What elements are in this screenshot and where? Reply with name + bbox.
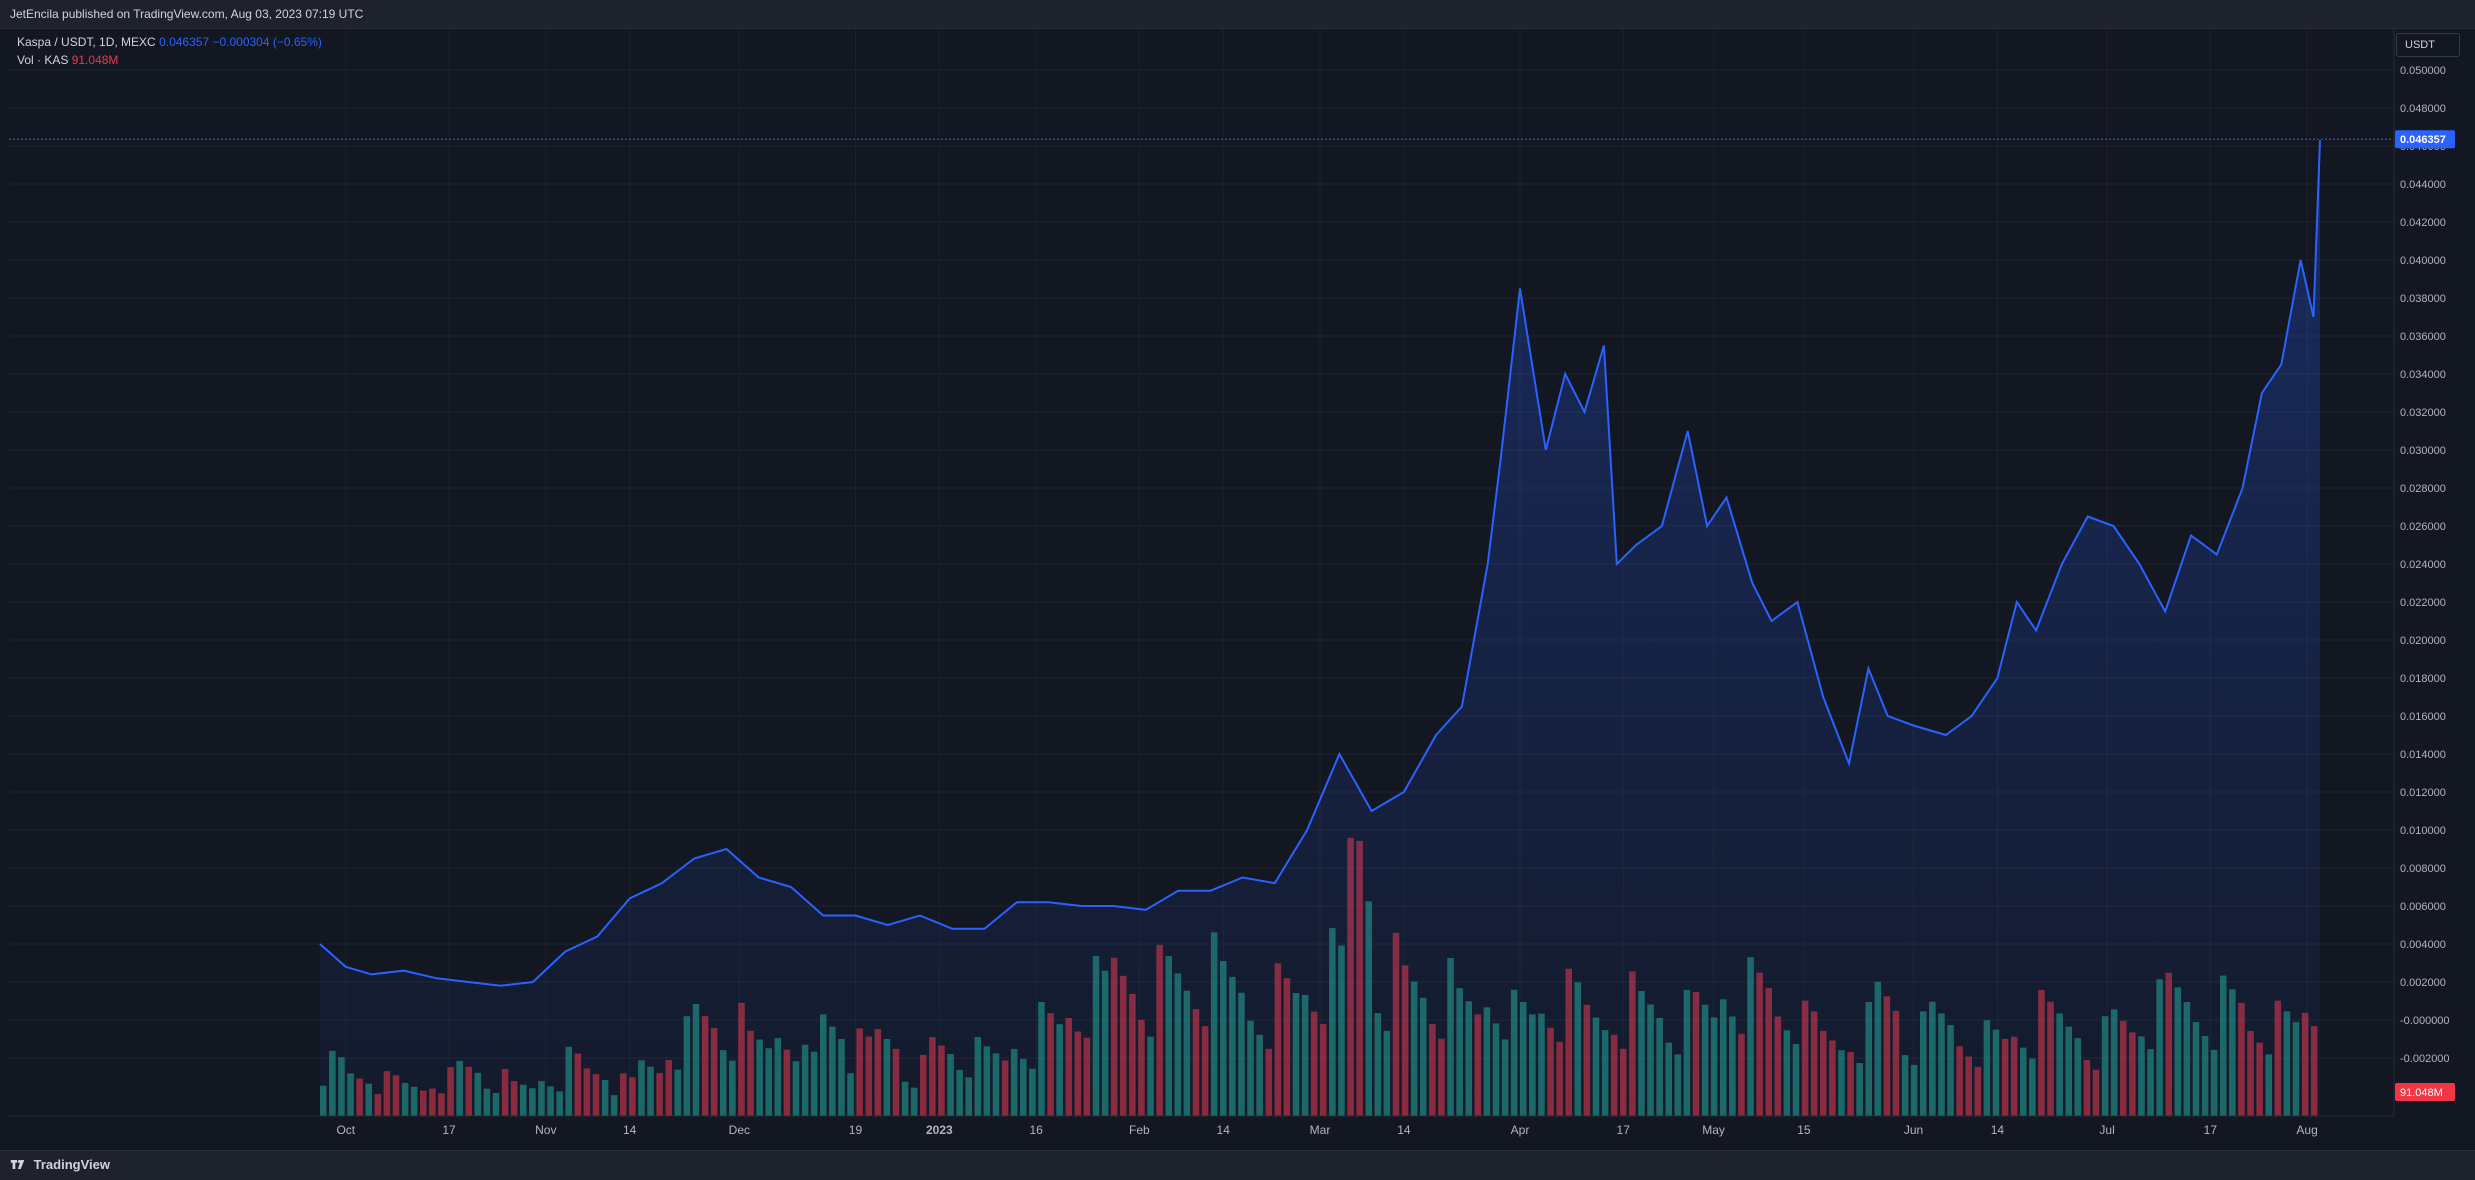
y-tick-label: 0.030000 (2400, 445, 2446, 457)
y-tick-label: 0.028000 (2400, 483, 2446, 495)
y-tick-label: 0.040000 (2400, 255, 2446, 267)
x-tick-label: Dec (729, 1123, 750, 1137)
y-tick-label: 0.006000 (2400, 901, 2446, 913)
x-tick-label: 17 (442, 1123, 456, 1137)
y-tick-label: 0.010000 (2400, 825, 2446, 837)
y-tick-label: 0.012000 (2400, 787, 2446, 799)
last-price: 0.046357 (159, 35, 210, 49)
y-tick-label: 0.018000 (2400, 673, 2446, 685)
price-area-fill (320, 140, 2320, 1117)
y-tick-label: 0.042000 (2400, 217, 2446, 229)
last-price-badge-text: 0.046357 (2400, 134, 2446, 146)
x-tick-label: 19 (849, 1123, 863, 1137)
symbol-name[interactable]: Kaspa / USDT, 1D, MEXC (17, 35, 156, 49)
y-tick-label: 0.004000 (2400, 939, 2446, 951)
x-tick-label: 14 (1991, 1123, 2005, 1137)
y-tick-label: 0.016000 (2400, 711, 2446, 723)
y-tick-label: 0.008000 (2400, 863, 2446, 875)
volume-badge (2395, 1083, 2455, 1101)
brand-text: TradingView (33, 1157, 110, 1172)
volume-label: Vol · KAS (17, 53, 69, 67)
x-tick-label: Oct (336, 1123, 355, 1137)
y-tick-label: 0.014000 (2400, 749, 2446, 761)
y-tick-label: 0.050000 (2400, 65, 2446, 77)
x-tick-label: Aug (2296, 1123, 2317, 1137)
volume-row[interactable]: Vol · KAS 91.048M (17, 51, 322, 69)
y-tick-label: 0.022000 (2400, 597, 2446, 609)
y-tick-label: 0.020000 (2400, 635, 2446, 647)
volume-badge-text: 91.048M (2400, 1087, 2443, 1099)
x-tick-label: Jul (2099, 1123, 2114, 1137)
x-tick-label: Nov (535, 1123, 556, 1137)
x-tick-label: 14 (623, 1123, 637, 1137)
x-tick-label: 14 (1397, 1123, 1411, 1137)
x-tick-label: 17 (1617, 1123, 1631, 1137)
y-tick-label: 0.044000 (2400, 179, 2446, 191)
y-tick-label: -0.000000 (2400, 1015, 2450, 1027)
chart-legend: Kaspa / USDT, 1D, MEXC 0.046357 −0.00030… (17, 33, 322, 69)
y-tick-label: 0.026000 (2400, 521, 2446, 533)
x-tick-label: 2023 (926, 1123, 953, 1137)
symbol-row[interactable]: Kaspa / USDT, 1D, MEXC 0.046357 −0.00030… (17, 33, 322, 51)
y-tick-label: 0.034000 (2400, 369, 2446, 381)
x-tick-label: Feb (1129, 1123, 1150, 1137)
x-tick-label: May (1702, 1123, 1725, 1137)
volume-value: 91.048M (71, 53, 119, 67)
x-tick-label: Apr (1511, 1123, 1530, 1137)
price-line (319, 140, 2321, 987)
x-tick-label: 16 (1029, 1123, 1043, 1137)
tradingview-logo[interactable]: TradingView (10, 1157, 110, 1172)
last-price-badge (2395, 130, 2455, 149)
currency-button[interactable]: USDT (2396, 33, 2460, 57)
x-tick-label: Mar (1310, 1123, 1331, 1137)
price-change: −0.000304 (−0.65%) (212, 35, 322, 49)
y-tick-label: 0.024000 (2400, 559, 2446, 571)
price-axis[interactable]: 0.0500000.0480000.0460000.0440000.042000… (2393, 29, 2455, 1116)
tradingview-logo-icon (10, 1160, 25, 1169)
y-tick-label: 0.036000 (2400, 331, 2446, 343)
publisher-text: JetEncila published on TradingView.com, … (10, 7, 364, 21)
x-tick-label: 15 (1797, 1123, 1811, 1137)
y-tick-label: 0.048000 (2400, 103, 2446, 115)
y-tick-label: 0.032000 (2400, 407, 2446, 419)
x-tick-label: 14 (1217, 1123, 1231, 1137)
time-axis[interactable]: Oct 17 Nov 14 Dec 19 2023 16 Feb 14 Mar 14 Apr 17 May 1… (9, 1115, 2394, 1137)
x-tick-label: 17 (2204, 1123, 2218, 1137)
footer-bar: TradingView (0, 1150, 2475, 1180)
y-tick-label: 0.038000 (2400, 293, 2446, 305)
x-tick-label: Jun (1904, 1123, 1923, 1137)
y-tick-label: 0.002000 (2400, 977, 2446, 989)
y-tick-label: -0.002000 (2400, 1053, 2450, 1065)
publisher-bar: JetEncila published on TradingView.com, … (0, 0, 2475, 29)
